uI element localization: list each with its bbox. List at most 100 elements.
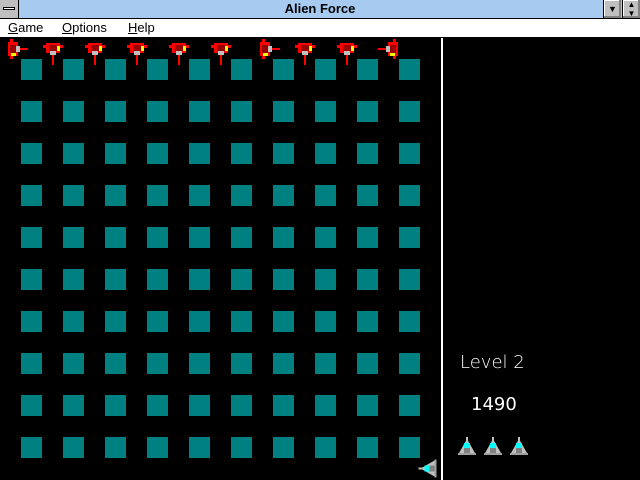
block <box>63 353 84 374</box>
restore-button[interactable]: ▲ ▼ <box>622 0 640 18</box>
block <box>399 269 420 290</box>
block <box>273 143 294 164</box>
block <box>399 101 420 122</box>
block <box>21 269 42 290</box>
block <box>357 395 378 416</box>
block <box>21 311 42 332</box>
block <box>231 227 252 248</box>
block <box>273 311 294 332</box>
block <box>399 311 420 332</box>
alien-ship-icon <box>260 39 286 64</box>
block <box>147 311 168 332</box>
alien-ship-icon <box>295 43 315 74</box>
block <box>63 101 84 122</box>
block <box>105 143 126 164</box>
system-menu-button[interactable] <box>0 0 19 18</box>
alien-ship-icon <box>372 39 398 64</box>
block <box>357 437 378 458</box>
block <box>21 437 42 458</box>
block <box>315 311 336 332</box>
block <box>231 101 252 122</box>
block <box>231 185 252 206</box>
block <box>399 59 420 80</box>
alien-ship-icon <box>211 43 231 74</box>
lives-display <box>458 437 536 460</box>
block <box>63 395 84 416</box>
block <box>357 311 378 332</box>
block <box>357 185 378 206</box>
block <box>189 185 210 206</box>
window-title: Alien Force <box>284 1 356 16</box>
game-field[interactable] <box>0 38 441 480</box>
block <box>231 437 252 458</box>
block <box>357 143 378 164</box>
block <box>273 227 294 248</box>
block <box>147 269 168 290</box>
menu-options[interactable]: Options <box>62 20 107 35</box>
block <box>273 59 294 80</box>
block <box>273 353 294 374</box>
block <box>273 437 294 458</box>
block <box>399 395 420 416</box>
block <box>357 353 378 374</box>
block <box>189 59 210 80</box>
block <box>63 59 84 80</box>
block <box>105 353 126 374</box>
block <box>273 185 294 206</box>
block <box>189 395 210 416</box>
block <box>21 101 42 122</box>
block <box>63 185 84 206</box>
block <box>105 311 126 332</box>
block <box>189 353 210 374</box>
block <box>147 143 168 164</box>
block <box>147 395 168 416</box>
block <box>189 101 210 122</box>
block <box>315 227 336 248</box>
alien-ship-icon <box>8 39 34 64</box>
block <box>315 101 336 122</box>
block <box>21 353 42 374</box>
alien-ship-icon <box>85 43 105 74</box>
player-ship-icon <box>418 459 442 478</box>
block <box>63 227 84 248</box>
block <box>315 395 336 416</box>
block <box>21 185 42 206</box>
block <box>357 59 378 80</box>
block <box>273 269 294 290</box>
score-label: 1490 <box>471 394 517 415</box>
block <box>399 353 420 374</box>
title-bar: Alien Force ▼ ▲ ▼ <box>0 0 640 19</box>
menu-help[interactable]: Help <box>128 20 155 35</box>
block <box>63 269 84 290</box>
block <box>147 101 168 122</box>
block <box>189 143 210 164</box>
block <box>189 437 210 458</box>
alien-ship-icon <box>337 43 357 74</box>
block <box>105 59 126 80</box>
menu-game[interactable]: Game <box>8 20 44 35</box>
block <box>231 143 252 164</box>
life-ship-icon <box>484 437 502 460</box>
block <box>273 395 294 416</box>
level-label: Level 2 <box>460 352 525 373</box>
block <box>147 185 168 206</box>
block <box>147 353 168 374</box>
block <box>147 227 168 248</box>
block <box>105 437 126 458</box>
block <box>105 185 126 206</box>
block <box>399 227 420 248</box>
minimize-button[interactable]: ▼ <box>603 0 621 18</box>
block <box>399 185 420 206</box>
life-ship-icon <box>458 437 476 460</box>
block <box>315 143 336 164</box>
block <box>357 269 378 290</box>
block <box>21 143 42 164</box>
block <box>63 143 84 164</box>
block <box>105 269 126 290</box>
block <box>63 311 84 332</box>
block <box>21 227 42 248</box>
block <box>231 353 252 374</box>
block <box>189 269 210 290</box>
block <box>189 311 210 332</box>
block <box>315 437 336 458</box>
